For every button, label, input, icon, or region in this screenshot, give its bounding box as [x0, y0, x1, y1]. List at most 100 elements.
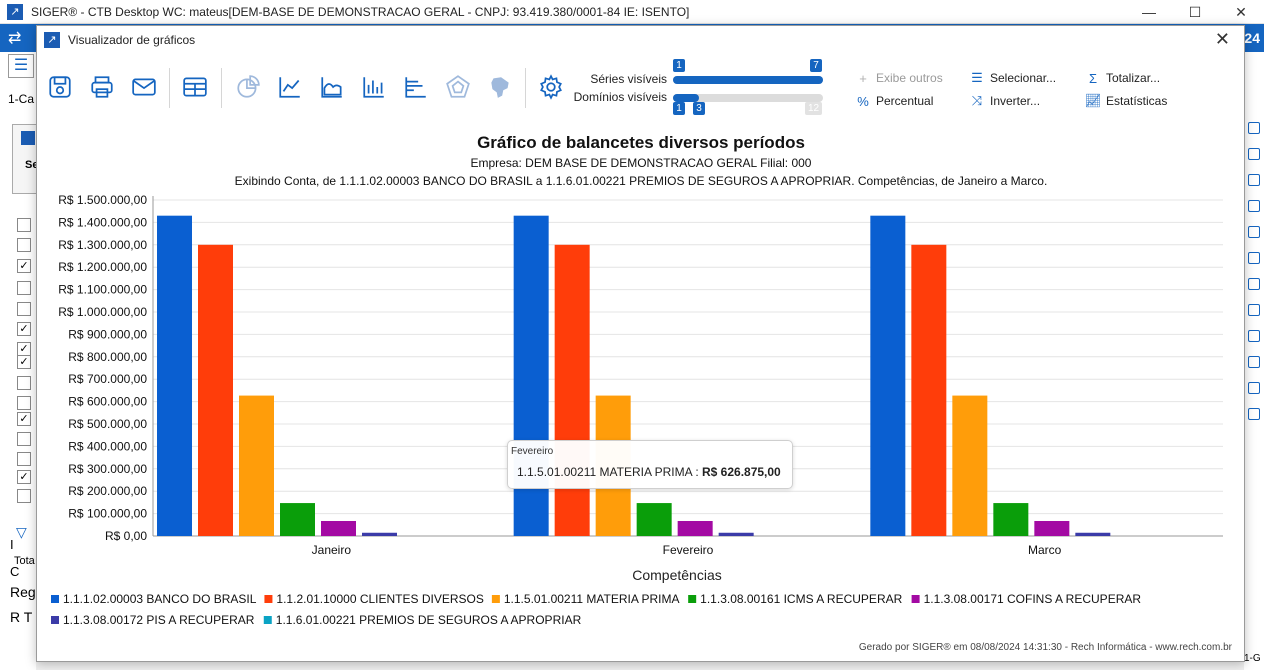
y-tick-label: R$ 900.000,00	[68, 327, 147, 341]
minimize-button[interactable]: —	[1142, 4, 1156, 20]
side-icon[interactable]	[1248, 278, 1260, 290]
inverter-label: Inverter...	[990, 94, 1041, 108]
bar	[677, 520, 713, 536]
mail-icon[interactable]	[129, 72, 159, 102]
side-icon[interactable]	[1248, 408, 1260, 420]
tooltip-category: Fevereiro	[511, 446, 554, 457]
background-left-panel: ☰ 1-Ca Se ✓ ✓ ✓ ✓ ✓ ✓ ▽ I Tota C Reg R T	[0, 52, 39, 670]
filter-icon[interactable]: ▽	[16, 524, 27, 540]
checkbox[interactable]: ✓	[17, 355, 31, 369]
y-tick-label: R$ 100.000,00	[68, 507, 147, 521]
side-icon[interactable]	[1248, 122, 1260, 134]
checkbox[interactable]: ✓	[17, 470, 31, 484]
app-icon: ↗	[7, 3, 23, 20]
side-icon[interactable]	[1248, 304, 1260, 316]
series-visible-label: Séries visíveis	[590, 72, 667, 86]
dialog-close-button[interactable]: ✕	[1214, 29, 1230, 49]
bar	[870, 215, 906, 536]
domains-slider-fill	[673, 94, 699, 102]
plus-icon: +	[859, 70, 867, 86]
generated-footer: Gerado por SIGER® em 08/08/2024 14:31:30…	[858, 642, 1232, 653]
checkbox[interactable]	[17, 396, 31, 410]
selecionar-button[interactable]: ☰ Selecionar...	[969, 70, 1056, 86]
legend-swatch	[688, 595, 697, 603]
pie-chart-icon[interactable]	[233, 72, 263, 102]
exibe-outros-button[interactable]: + Exibe outros	[855, 70, 943, 86]
domains-slider-track[interactable]	[673, 94, 823, 102]
radar-chart-icon[interactable]	[443, 72, 473, 102]
series-min-handle[interactable]: 1	[673, 59, 685, 72]
checkbox[interactable]	[17, 238, 31, 252]
checkbox[interactable]: ✓	[17, 322, 31, 336]
year-badge: 24	[1244, 30, 1260, 46]
background-panel: Se	[12, 124, 39, 194]
save-icon[interactable]	[45, 72, 75, 102]
totalizar-button[interactable]: Σ Totalizar...	[1085, 70, 1160, 86]
estatisticas-button[interactable]: 📈︎ Estatísticas	[1085, 93, 1168, 109]
checkbox[interactable]	[17, 432, 31, 446]
y-tick-label: R$ 500.000,00	[68, 417, 147, 431]
map-icon[interactable]	[485, 72, 515, 102]
horizontal-bar-icon[interactable]	[401, 72, 431, 102]
series-max-handle[interactable]: 7	[810, 59, 822, 72]
main-window-titlebar: ↗ SIGER® - CTB Desktop WC: mateus[DEM-BA…	[0, 0, 1264, 24]
side-icon[interactable]	[1248, 226, 1260, 238]
background-text: 1-G	[1244, 653, 1261, 664]
x-tick-label: Marco	[1028, 543, 1062, 557]
side-icon[interactable]	[1248, 252, 1260, 264]
table-icon[interactable]	[180, 72, 210, 102]
side-icon[interactable]	[1248, 330, 1260, 342]
estatisticas-label: Estatísticas	[1106, 94, 1168, 108]
panel-label: Se	[25, 159, 39, 171]
legend-label: 1.1.5.01.00211 MATERIA PRIMA	[504, 592, 680, 606]
background-text: C	[10, 564, 20, 579]
line-chart-icon[interactable]	[275, 72, 305, 102]
domains-max-label: 12	[805, 102, 823, 115]
dialog-titlebar: ↗ Visualizador de gráficos ✕	[37, 26, 1244, 54]
domains-min-handle[interactable]: 1	[673, 102, 685, 115]
tooltip-series: 1.1.5.01.00211 MATERIA PRIMA	[517, 465, 692, 479]
checkbox[interactable]	[17, 489, 31, 503]
area-chart-icon[interactable]	[317, 72, 347, 102]
side-icon[interactable]	[1248, 200, 1260, 212]
exibe-outros-label: Exibe outros	[876, 71, 943, 85]
swap-icon[interactable]: ⇄	[8, 30, 22, 47]
checkbox[interactable]: ✓	[17, 259, 31, 273]
inverter-button[interactable]: ⤨ Inverter...	[969, 93, 1040, 109]
print-icon[interactable]	[87, 72, 117, 102]
y-tick-label: R$ 800.000,00	[68, 350, 147, 364]
y-tick-label: R$ 0,00	[105, 529, 147, 543]
y-tick-label: R$ 200.000,00	[68, 484, 147, 498]
bar	[157, 215, 192, 536]
domains-value-handle[interactable]: 3	[693, 102, 705, 115]
checkbox[interactable]	[17, 376, 31, 390]
chart-subtitle: Exibindo Conta, de 1.1.1.02.00003 BANCO …	[235, 174, 1048, 188]
side-icon[interactable]	[1248, 148, 1260, 160]
side-icon[interactable]	[1248, 174, 1260, 186]
settings-icon[interactable]	[536, 72, 566, 102]
percentual-button[interactable]: % Percentual	[855, 93, 933, 109]
checkbox[interactable]: ✓	[17, 342, 31, 356]
maximize-button[interactable]: ☐	[1188, 4, 1202, 20]
checkbox[interactable]	[17, 302, 31, 316]
y-tick-label: R$ 1.200.000,00	[58, 260, 147, 274]
main-window-title: SIGER® - CTB Desktop WC: mateus[DEM-BASE…	[31, 4, 690, 19]
side-icon[interactable]	[1248, 382, 1260, 394]
bar-chart-icon[interactable]	[359, 72, 389, 102]
totalizar-label: Totalizar...	[1106, 71, 1161, 85]
side-icon[interactable]	[1248, 356, 1260, 368]
checkbox[interactable]	[17, 452, 31, 466]
chart-toolbar: Séries visíveis 1 7 Domínios visíveis 1 …	[37, 54, 1244, 124]
domains-visible-label: Domínios visíveis	[573, 90, 667, 104]
checkbox[interactable]	[17, 218, 31, 232]
y-tick-label: R$ 700.000,00	[68, 372, 147, 386]
y-tick-label: R$ 1.000.000,00	[58, 305, 147, 319]
background-tab[interactable]: 1-Ca	[8, 92, 35, 106]
menu-icon[interactable]: ☰	[8, 54, 34, 78]
checkbox[interactable]: ✓	[17, 412, 31, 426]
x-tick-label: Fevereiro	[663, 543, 714, 557]
checkbox[interactable]	[17, 281, 31, 295]
close-button[interactable]: ✕	[1235, 4, 1247, 20]
dialog-title: Visualizador de gráficos	[68, 33, 196, 47]
legend-label: 1.1.3.08.00172 PIS A RECUPERAR	[63, 613, 255, 627]
